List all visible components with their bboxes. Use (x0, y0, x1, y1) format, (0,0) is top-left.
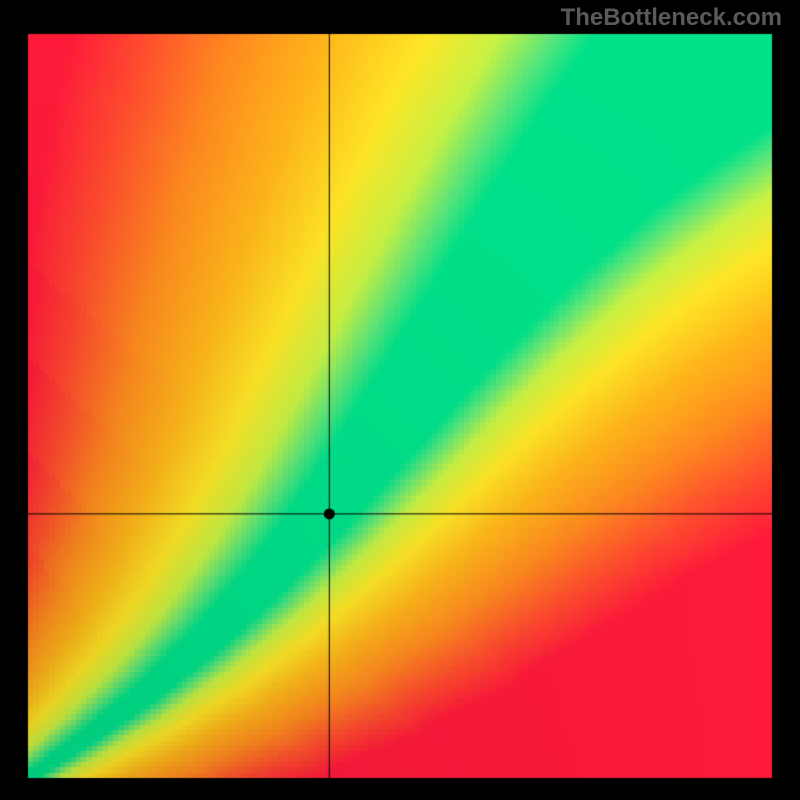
chart-container: TheBottleneck.com (0, 0, 800, 800)
bottleneck-heatmap (0, 0, 800, 800)
watermark-text: TheBottleneck.com (561, 4, 782, 32)
